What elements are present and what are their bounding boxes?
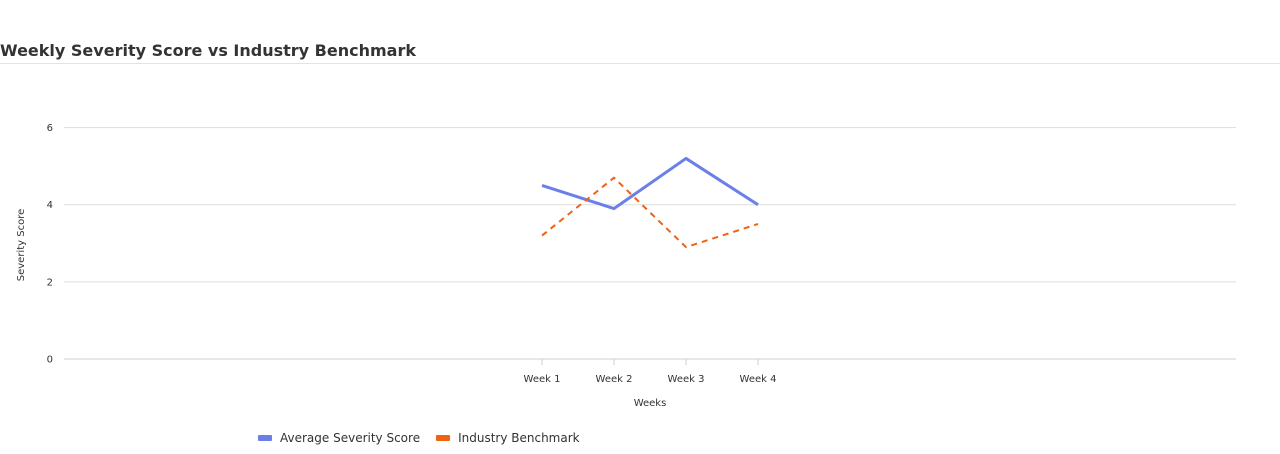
legend-item-industry-benchmark[interactable]: Industry Benchmark bbox=[436, 431, 580, 445]
legend-label-industry-benchmark: Industry Benchmark bbox=[458, 431, 580, 445]
legend-label-average-severity: Average Severity Score bbox=[280, 431, 421, 445]
x-tick-label-2: Week 2 bbox=[596, 374, 633, 385]
legend-item-average-severity[interactable]: Average Severity Score bbox=[258, 431, 420, 445]
y-tick-label-2: 2 bbox=[47, 277, 53, 288]
legend: Average Severity Score Industry Benchmar… bbox=[258, 431, 596, 445]
x-tick-label-1: Week 1 bbox=[524, 374, 561, 385]
y-tick-label-4: 4 bbox=[47, 200, 53, 211]
y-tick-label-6: 6 bbox=[47, 123, 53, 134]
chart-header: Weekly Severity Score vs Industry Benchm… bbox=[0, 0, 1280, 64]
x-tick-label-3: Week 3 bbox=[668, 374, 705, 385]
x-axis-title: Weeks bbox=[634, 398, 667, 409]
series-lines bbox=[541, 156, 759, 249]
legend-swatch-average-severity bbox=[258, 435, 272, 441]
axes: 0 2 4 6 Week 1 Week 2 Week 3 Week 4 bbox=[47, 123, 777, 385]
series-line-2 bbox=[541, 176, 759, 249]
chart-title: Weekly Severity Score vs Industry Benchm… bbox=[0, 41, 416, 60]
y-tick-label-0: 0 bbox=[47, 355, 53, 366]
legend-swatch-industry-benchmark bbox=[436, 435, 451, 441]
y-axis-title: Severity Score bbox=[16, 209, 27, 282]
gridlines bbox=[64, 127, 1236, 360]
x-tick-label-4: Week 4 bbox=[740, 374, 777, 385]
series-line-1 bbox=[541, 156, 759, 211]
